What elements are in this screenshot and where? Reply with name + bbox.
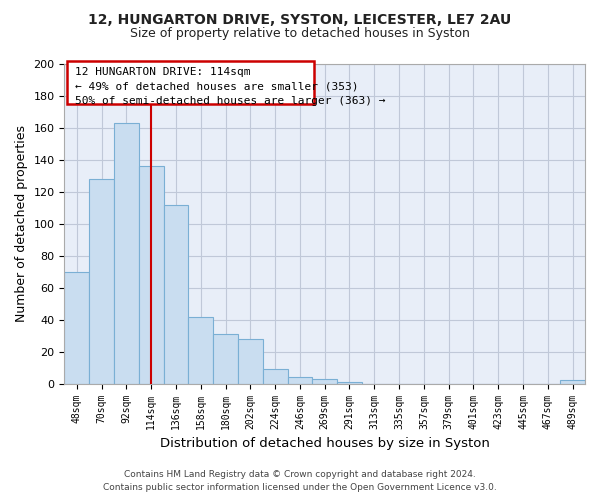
Bar — [337, 382, 362, 384]
Y-axis label: Number of detached properties: Number of detached properties — [15, 126, 28, 322]
Bar — [139, 166, 164, 384]
Bar — [188, 316, 213, 384]
Bar — [560, 380, 585, 384]
Bar — [164, 204, 188, 384]
Bar — [263, 370, 287, 384]
Text: Contains HM Land Registry data © Crown copyright and database right 2024.
Contai: Contains HM Land Registry data © Crown c… — [103, 470, 497, 492]
Text: ← 49% of detached houses are smaller (353): ← 49% of detached houses are smaller (35… — [75, 82, 358, 92]
FancyBboxPatch shape — [67, 61, 314, 104]
Text: 12 HUNGARTON DRIVE: 114sqm: 12 HUNGARTON DRIVE: 114sqm — [75, 67, 250, 77]
X-axis label: Distribution of detached houses by size in Syston: Distribution of detached houses by size … — [160, 437, 490, 450]
Bar — [287, 378, 313, 384]
Text: Size of property relative to detached houses in Syston: Size of property relative to detached ho… — [130, 28, 470, 40]
Bar — [89, 179, 114, 384]
Bar — [114, 123, 139, 384]
Text: 50% of semi-detached houses are larger (363) →: 50% of semi-detached houses are larger (… — [75, 96, 385, 106]
Text: 12, HUNGARTON DRIVE, SYSTON, LEICESTER, LE7 2AU: 12, HUNGARTON DRIVE, SYSTON, LEICESTER, … — [88, 12, 512, 26]
Bar — [313, 379, 337, 384]
Bar — [238, 339, 263, 384]
Bar — [64, 272, 89, 384]
Bar — [213, 334, 238, 384]
